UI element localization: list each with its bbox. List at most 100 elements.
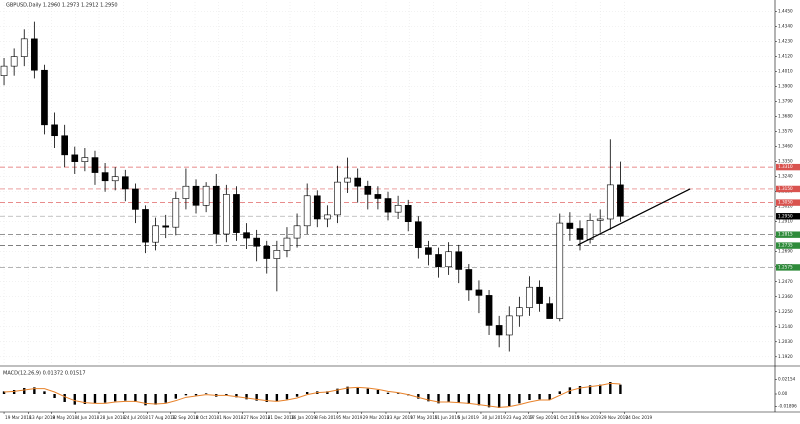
candle-body xyxy=(334,181,341,216)
level-tag xyxy=(776,213,800,220)
y-tick-label: 1.2360 xyxy=(778,294,793,299)
x-tick-label: 4 Jun 2018 xyxy=(77,415,100,420)
level-tag xyxy=(776,163,800,171)
y-tick-label: 1.4450 xyxy=(778,9,793,14)
level-tag xyxy=(776,242,800,249)
candle-body xyxy=(425,247,432,255)
candle-body xyxy=(344,177,351,183)
candle-body xyxy=(273,250,281,259)
candle-body xyxy=(475,289,483,296)
candle-body xyxy=(505,315,513,336)
y-tick-label: 1.3570 xyxy=(778,129,793,134)
trendline xyxy=(577,188,691,246)
y-tick-label: 1.2690 xyxy=(778,249,793,254)
candle-body xyxy=(566,222,574,229)
y-tick-label: 1.2140 xyxy=(778,324,793,329)
level-label: 1.3310 xyxy=(778,164,793,169)
level-label: 1.2815 xyxy=(778,232,793,237)
y-tick-label: 1.3240 xyxy=(778,174,793,179)
candle-body xyxy=(374,194,382,199)
level-label: 1.3050 xyxy=(778,200,793,205)
y-tick-label: 1.2250 xyxy=(778,309,793,314)
x-tick-label: 27 Nov 2018 xyxy=(244,415,271,420)
candle-body xyxy=(404,205,412,223)
x-tick-label: 24 Jul 2018 xyxy=(124,415,148,420)
x-tick-label: 29 Mar 2019 xyxy=(363,415,390,420)
candle-body xyxy=(556,222,564,319)
macd-label: MACD(12,26,9) 0.01372 0.01517 xyxy=(3,371,86,377)
y-tick-label: 1.1920 xyxy=(778,354,793,359)
candle-body xyxy=(121,176,129,190)
candle-body xyxy=(495,325,503,336)
candle-body xyxy=(313,195,321,220)
y-tick-label: 1.4120 xyxy=(778,54,793,59)
y-tick-label: 1.3900 xyxy=(778,84,793,89)
y-tick-label: 1.4230 xyxy=(778,39,793,44)
candle-body xyxy=(51,124,58,137)
level-tag xyxy=(776,264,800,271)
level-tag xyxy=(776,231,800,238)
y-tick-label: 1.2910 xyxy=(778,219,793,224)
candle-body xyxy=(283,237,291,251)
candle-body xyxy=(172,198,180,228)
macd-y-tick-label: 0.00 xyxy=(778,391,788,396)
x-tick-label: 13 Apr 2018 xyxy=(29,415,55,420)
candle-body xyxy=(324,214,331,220)
x-tick-label: 19 Mar 2018 xyxy=(5,415,32,420)
level-label: 1.2950 xyxy=(778,213,793,218)
candle-body xyxy=(0,65,8,76)
x-tick-label: 30 Jul 2019 xyxy=(482,415,506,420)
candle-body xyxy=(354,177,362,187)
candle-body xyxy=(142,209,149,243)
candle-body xyxy=(394,205,402,213)
candle-body xyxy=(435,254,442,268)
candle-body xyxy=(212,185,220,235)
y-tick-label: 1.3790 xyxy=(778,99,793,104)
candle-body xyxy=(576,228,584,240)
candle-body xyxy=(516,307,523,317)
y-tick-label: 1.3680 xyxy=(778,114,793,119)
y-tick-label: 1.4010 xyxy=(778,69,793,74)
candle-body xyxy=(263,245,271,259)
candle-body xyxy=(596,218,604,221)
x-tick-label: 29 Nov 2019 xyxy=(601,415,628,420)
candle-body xyxy=(162,225,170,228)
x-tick-label: 9 May 2018 xyxy=(53,415,78,420)
candle-body xyxy=(586,220,594,240)
x-tick-label: 17 May 2019 xyxy=(410,415,438,420)
candle-body xyxy=(31,38,38,71)
candle-body xyxy=(10,56,18,67)
candle-body xyxy=(384,198,392,213)
x-tick-label: 12 Sep 2018 xyxy=(172,415,199,420)
x-tick-label: 5 Nov 2019 xyxy=(577,415,601,420)
candle-body xyxy=(253,237,260,247)
x-tick-label: 1 Nov 2018 xyxy=(219,415,243,420)
x-tick-label: 8 Oct 2018 xyxy=(196,415,220,420)
x-tick-label: 17 Sep 2019 xyxy=(529,415,556,420)
x-tick-label: 21 Dec 2018 xyxy=(268,415,295,420)
x-tick-label: 5 Mar 2019 xyxy=(338,415,362,420)
x-tick-label: 23 Aug 2019 xyxy=(506,415,533,420)
candle-body xyxy=(61,135,68,156)
candle-body xyxy=(617,184,624,217)
level-label: 1.2735 xyxy=(778,243,793,248)
candle-body xyxy=(182,185,190,199)
y-tick-label: 1.3020 xyxy=(778,204,793,209)
macd-y-tick-label: 0.02154 xyxy=(778,377,796,382)
candle-body xyxy=(455,251,463,270)
candle-body xyxy=(20,38,28,57)
candle-body xyxy=(132,188,139,210)
candle-body xyxy=(81,157,89,162)
y-tick-label: 1.2470 xyxy=(778,279,793,284)
x-tick-label: 11 Oct 2019 xyxy=(554,415,580,420)
candle-body xyxy=(223,194,230,235)
macd-signal xyxy=(4,382,621,408)
candle-body xyxy=(293,225,301,239)
x-tick-label: 5 Jul 2019 xyxy=(458,415,479,420)
x-tick-label: 23 Apr 2019 xyxy=(387,415,413,420)
x-tick-label: 8 Feb 2019 xyxy=(315,415,339,420)
candle-body xyxy=(91,157,99,173)
level-tag xyxy=(776,185,800,193)
y-tick-label: 1.3460 xyxy=(778,144,793,149)
